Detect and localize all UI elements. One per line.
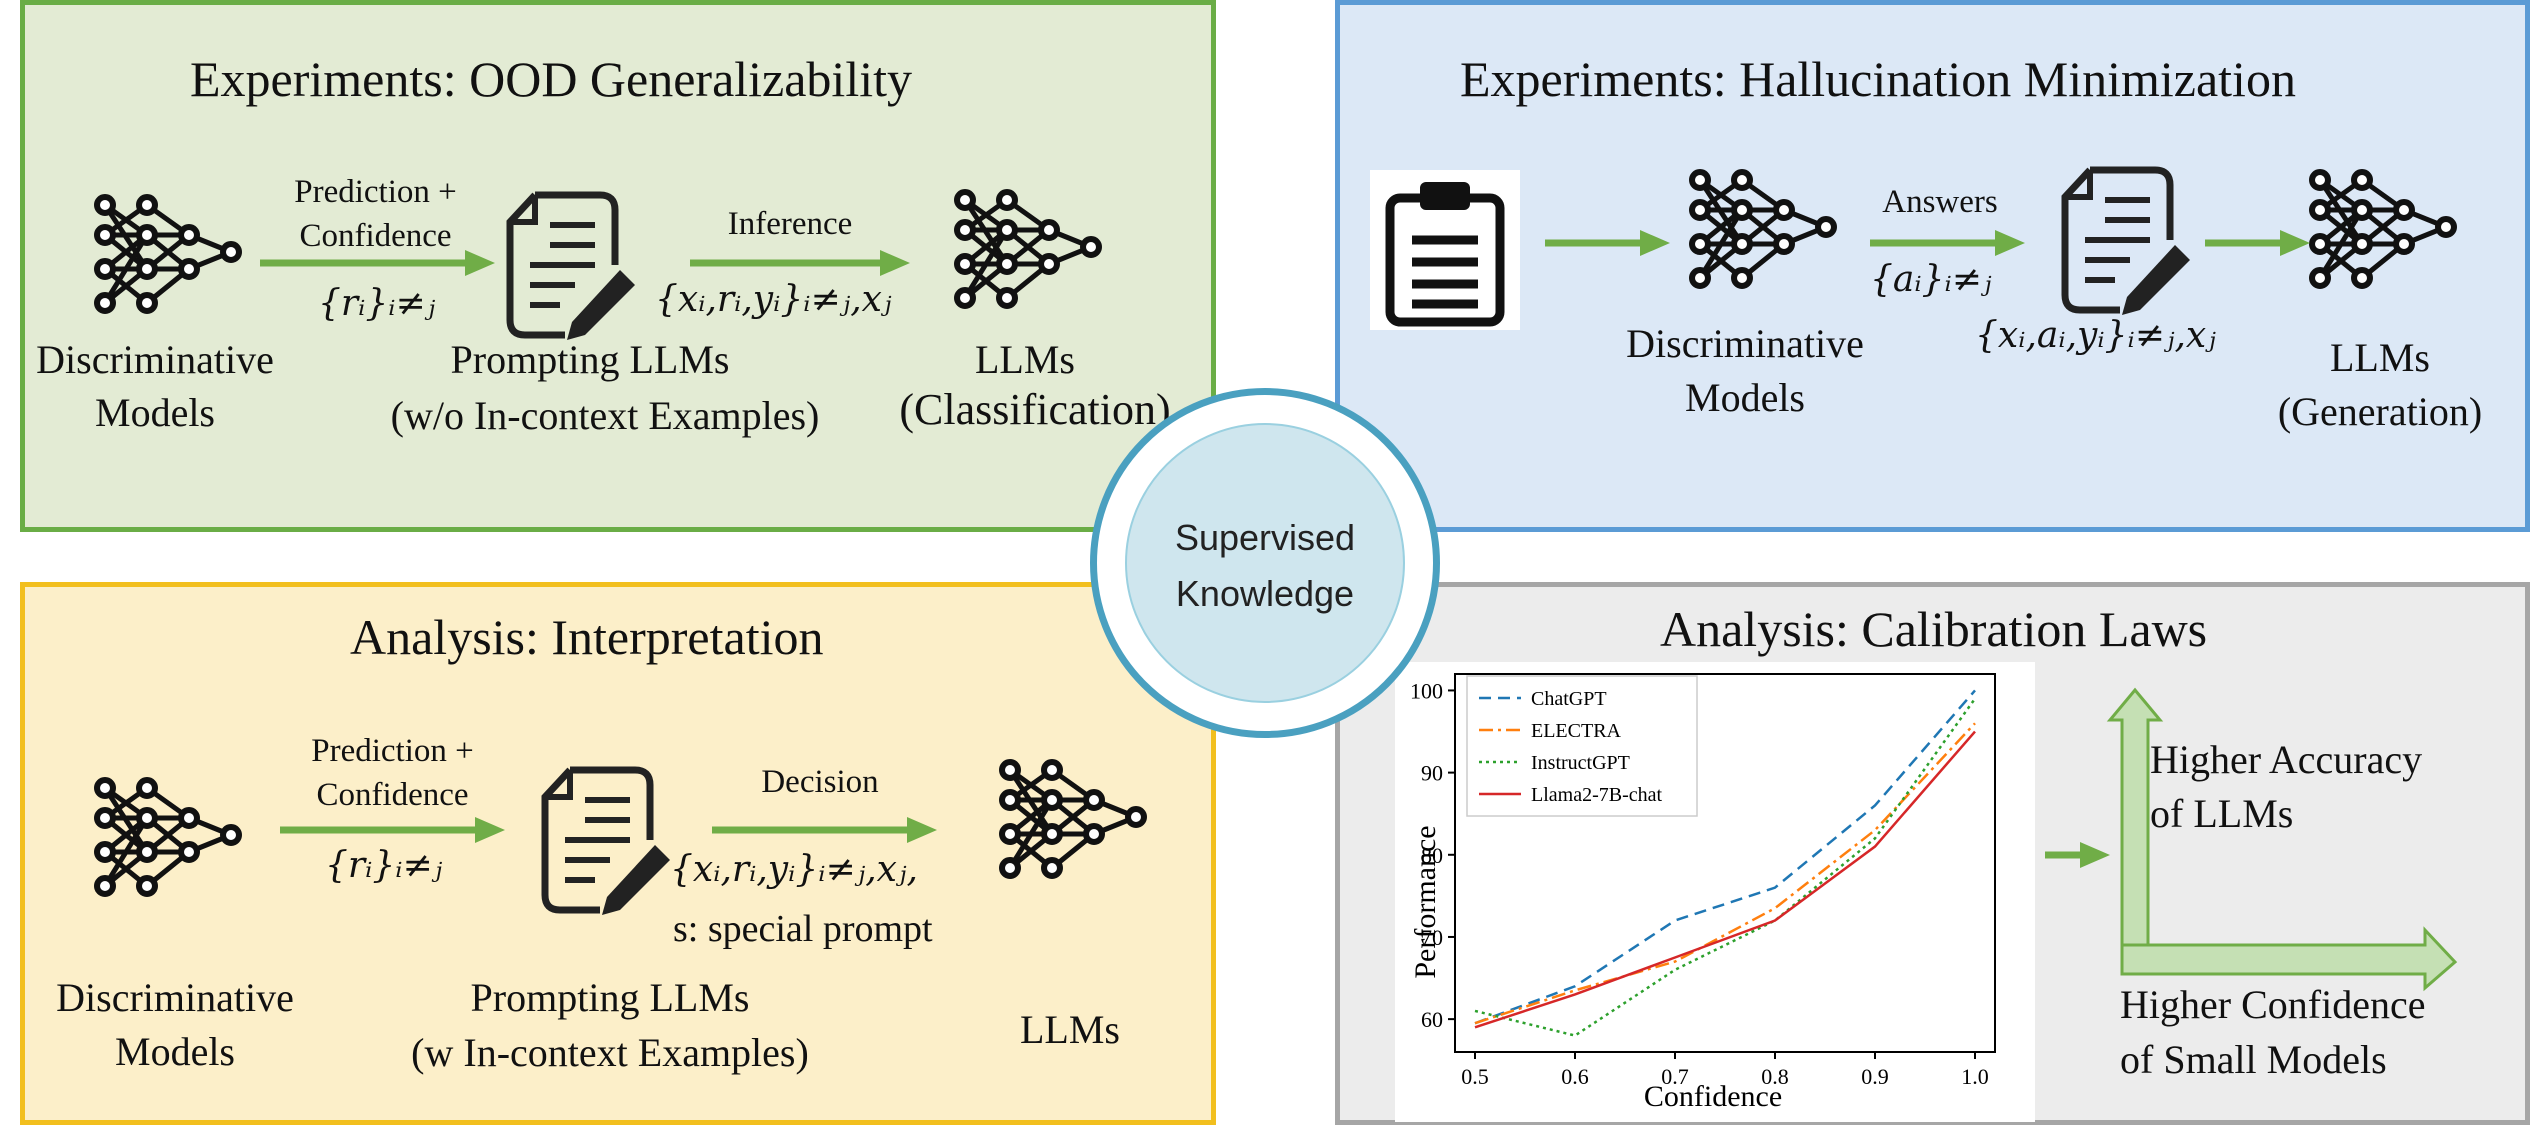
hal-prompt-math: {xᵢ,aᵢ,yᵢ}ᵢ≠ⱼ,xⱼ — [1975, 315, 2216, 356]
int-arrow1-math: {rᵢ}ᵢ≠ⱼ — [325, 845, 443, 886]
int-special-prompt: s: special prompt — [673, 908, 933, 950]
neural-network-icon — [95, 195, 240, 320]
neural-network-icon — [955, 190, 1100, 315]
x-tick-label: 1.0 — [1961, 1064, 1989, 1089]
ood-arrow-1 — [260, 250, 495, 276]
legend-label: Llama2-7B-chat — [1531, 784, 1662, 806]
calibration-chart-svg: 0.5 0.6 0.7 0.8 0.9 1.0 60 70 80 90 100 ChatGPT ELE… — [1409, 673, 1996, 1113]
neural-network-icon — [2310, 170, 2455, 295]
y-tick-label: 60 — [1421, 1007, 1443, 1032]
ood-arrow1-label-line1: Prediction + — [294, 174, 457, 210]
legend-label: ChatGPT — [1531, 688, 1607, 710]
document-pen-icon — [2060, 165, 2195, 320]
ood-node3-line2: (Classification) — [899, 385, 1171, 434]
y-tick-label: 90 — [1421, 761, 1443, 786]
x-tick-label: 0.7 — [1661, 1064, 1689, 1089]
x-tick-label: 0.9 — [1861, 1064, 1889, 1089]
hub-core — [1125, 423, 1405, 703]
cal-arrow-green — [2045, 842, 2110, 868]
ood-node2-line2: (w/o In-context Examples) — [390, 393, 820, 438]
series-line-chatgpt — [1474, 689, 1976, 1025]
y-tick-label: 70 — [1421, 925, 1443, 950]
ood-node2-line1: Prompting LLMs — [450, 337, 730, 382]
right-arrow-icon — [2120, 926, 2458, 992]
chart-xlabel: Confidence — [1644, 1080, 1782, 1113]
neural-network-icon — [1690, 170, 1835, 295]
legend-label: ELECTRA — [1531, 720, 1622, 742]
axis-up-line1: Higher Accuracy — [2150, 737, 2423, 782]
panel-hallucination-minimization — [1335, 0, 2530, 532]
clipboard-icon — [1370, 170, 1520, 330]
ood-node1-line2: Models — [95, 390, 215, 435]
ood-arrow1-label-line2: Confidence — [299, 218, 452, 254]
int-node2-line1: Prompting LLMs — [470, 975, 750, 1020]
hal-node3-line2: (Generation) — [2277, 389, 2483, 434]
document-pen-icon — [505, 190, 640, 345]
ood-node1-line1: Discriminative — [36, 337, 274, 382]
axis-right-line1: Higher Confidence — [2120, 982, 2426, 1027]
hal-arrow-1 — [1545, 230, 1670, 256]
axis-right-line2: of Small Models — [2120, 1037, 2387, 1082]
hal-node1-line1: Discriminative — [1626, 321, 1864, 366]
hub-line1: Supervised — [1174, 517, 1356, 558]
hal-arrow-math: {aᵢ}ᵢ≠ⱼ — [1870, 259, 1992, 300]
hal-node1-line2: Models — [1685, 375, 1805, 420]
int-arrow2-label: Decision — [761, 764, 879, 800]
calibration-title: Analysis: Calibration Laws — [1660, 601, 2208, 657]
series-line-electra — [1474, 722, 1976, 1025]
int-node1-line1: Discriminative — [56, 975, 294, 1020]
hallucination-title: Experiments: Hallucination Minimization — [1460, 51, 2296, 107]
series-line-instructgpt — [1474, 697, 1977, 1037]
plot-frame — [1454, 673, 1996, 1053]
hal-arrow-2 — [1870, 230, 2025, 256]
int-node2-line2: (w In-context Examples) — [411, 1030, 809, 1075]
hal-node3-line1: LLMs — [2330, 335, 2430, 380]
x-tick-label: 0.5 — [1461, 1064, 1489, 1089]
axis-up-line2: of LLMs — [2150, 791, 2294, 836]
ood-title: Experiments: OOD Generalizability — [190, 51, 912, 107]
ood-arrow2-math: {xᵢ,rᵢ,yᵢ}ᵢ≠ⱼ,xⱼ — [655, 279, 892, 320]
ood-arrow1-math: {rᵢ}ᵢ≠ⱼ — [318, 283, 436, 324]
y-tick-label: 80 — [1421, 843, 1443, 868]
ood-arrow2-label: Inference — [727, 206, 853, 242]
int-arrow2-math: {xᵢ,rᵢ,yᵢ}ᵢ≠ⱼ,xⱼ, — [670, 849, 918, 890]
int-arrow1-label-line1: Prediction + — [311, 733, 474, 769]
hub-line2: Knowledge — [1175, 573, 1355, 614]
chart-ylabel: Performance — [1409, 825, 1442, 978]
neural-network-icon — [1000, 760, 1145, 885]
ood-arrow-2 — [690, 250, 910, 276]
calibration-axes-arrows — [2106, 687, 2458, 992]
neural-network-icon — [95, 778, 240, 903]
int-arrow-1 — [280, 817, 505, 843]
int-arrow-2 — [712, 817, 937, 843]
int-arrow1-label-line2: Confidence — [316, 777, 469, 813]
x-tick-label: 0.8 — [1761, 1064, 1789, 1089]
x-tick-label: 0.6 — [1561, 1064, 1589, 1089]
int-node1-line2: Models — [115, 1029, 235, 1074]
hal-arrow-label: Answers — [1882, 184, 1998, 220]
legend-box — [1466, 675, 1698, 817]
series-line-llama2-7b-chat — [1474, 730, 1976, 1029]
calibration-chart: 0.5 0.6 0.7 0.8 0.9 1.0 60 70 80 90 100 ChatGPT ELE… — [1395, 662, 2035, 1122]
ood-node3-line1: LLMs — [975, 337, 1075, 382]
legend-label: InstructGPT — [1531, 752, 1630, 774]
y-tick-label: 100 — [1410, 678, 1443, 703]
int-node3-line1: LLMs — [1020, 1007, 1120, 1052]
hal-arrow-3 — [2205, 230, 2310, 256]
interpretation-title: Analysis: Interpretation — [350, 609, 824, 665]
document-pen-icon — [540, 765, 675, 920]
